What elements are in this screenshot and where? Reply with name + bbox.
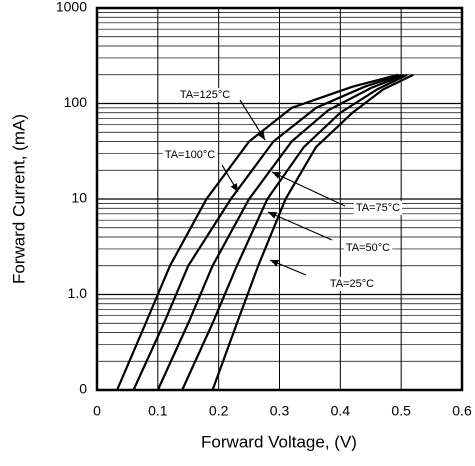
x-tick-label: 0.2: [209, 403, 229, 419]
y-tick-label: 10: [71, 190, 87, 206]
label-background: [177, 87, 233, 102]
annotation-arrow: [269, 259, 307, 276]
x-tick-label: 0.5: [391, 403, 411, 419]
y-axis-label: Forward Current, (mA): [9, 114, 28, 284]
x-tick-label: 0.6: [452, 403, 472, 419]
line-series: [181, 73, 408, 391]
series-label: TA=25°C: [330, 278, 374, 290]
line-series: [116, 73, 399, 391]
label-background: [162, 147, 218, 162]
annotation-arrow: [239, 99, 266, 141]
label-background: [327, 276, 377, 291]
line-series: [156, 73, 405, 391]
y-tick-label: 1.0: [68, 285, 88, 301]
x-tick-label: 0: [93, 403, 101, 419]
label-background: [353, 200, 403, 215]
plot-frame: [95, 6, 464, 392]
x-tick-label: 0.1: [148, 403, 168, 419]
y-tick-label: 0: [79, 381, 87, 397]
line-series: [211, 73, 414, 391]
y-tick-label: 1000: [56, 0, 87, 15]
label-background: [343, 240, 393, 255]
series-label: TA=50°C: [346, 242, 390, 254]
x-tick-label: 0.4: [331, 403, 351, 419]
x-tick-label: 0.3: [270, 403, 290, 419]
x-axis-label: Forward Voltage, (V): [201, 432, 357, 451]
series-label: TA=125°C: [180, 89, 230, 101]
annotation-arrow: [267, 211, 333, 241]
annotation-arrow: [271, 171, 346, 207]
series-label: TA=75°C: [356, 202, 400, 214]
annotation-arrow: [221, 164, 239, 193]
series-label: TA=100°C: [165, 149, 215, 161]
line-series: [132, 73, 402, 391]
y-tick-label: 100: [64, 94, 88, 110]
